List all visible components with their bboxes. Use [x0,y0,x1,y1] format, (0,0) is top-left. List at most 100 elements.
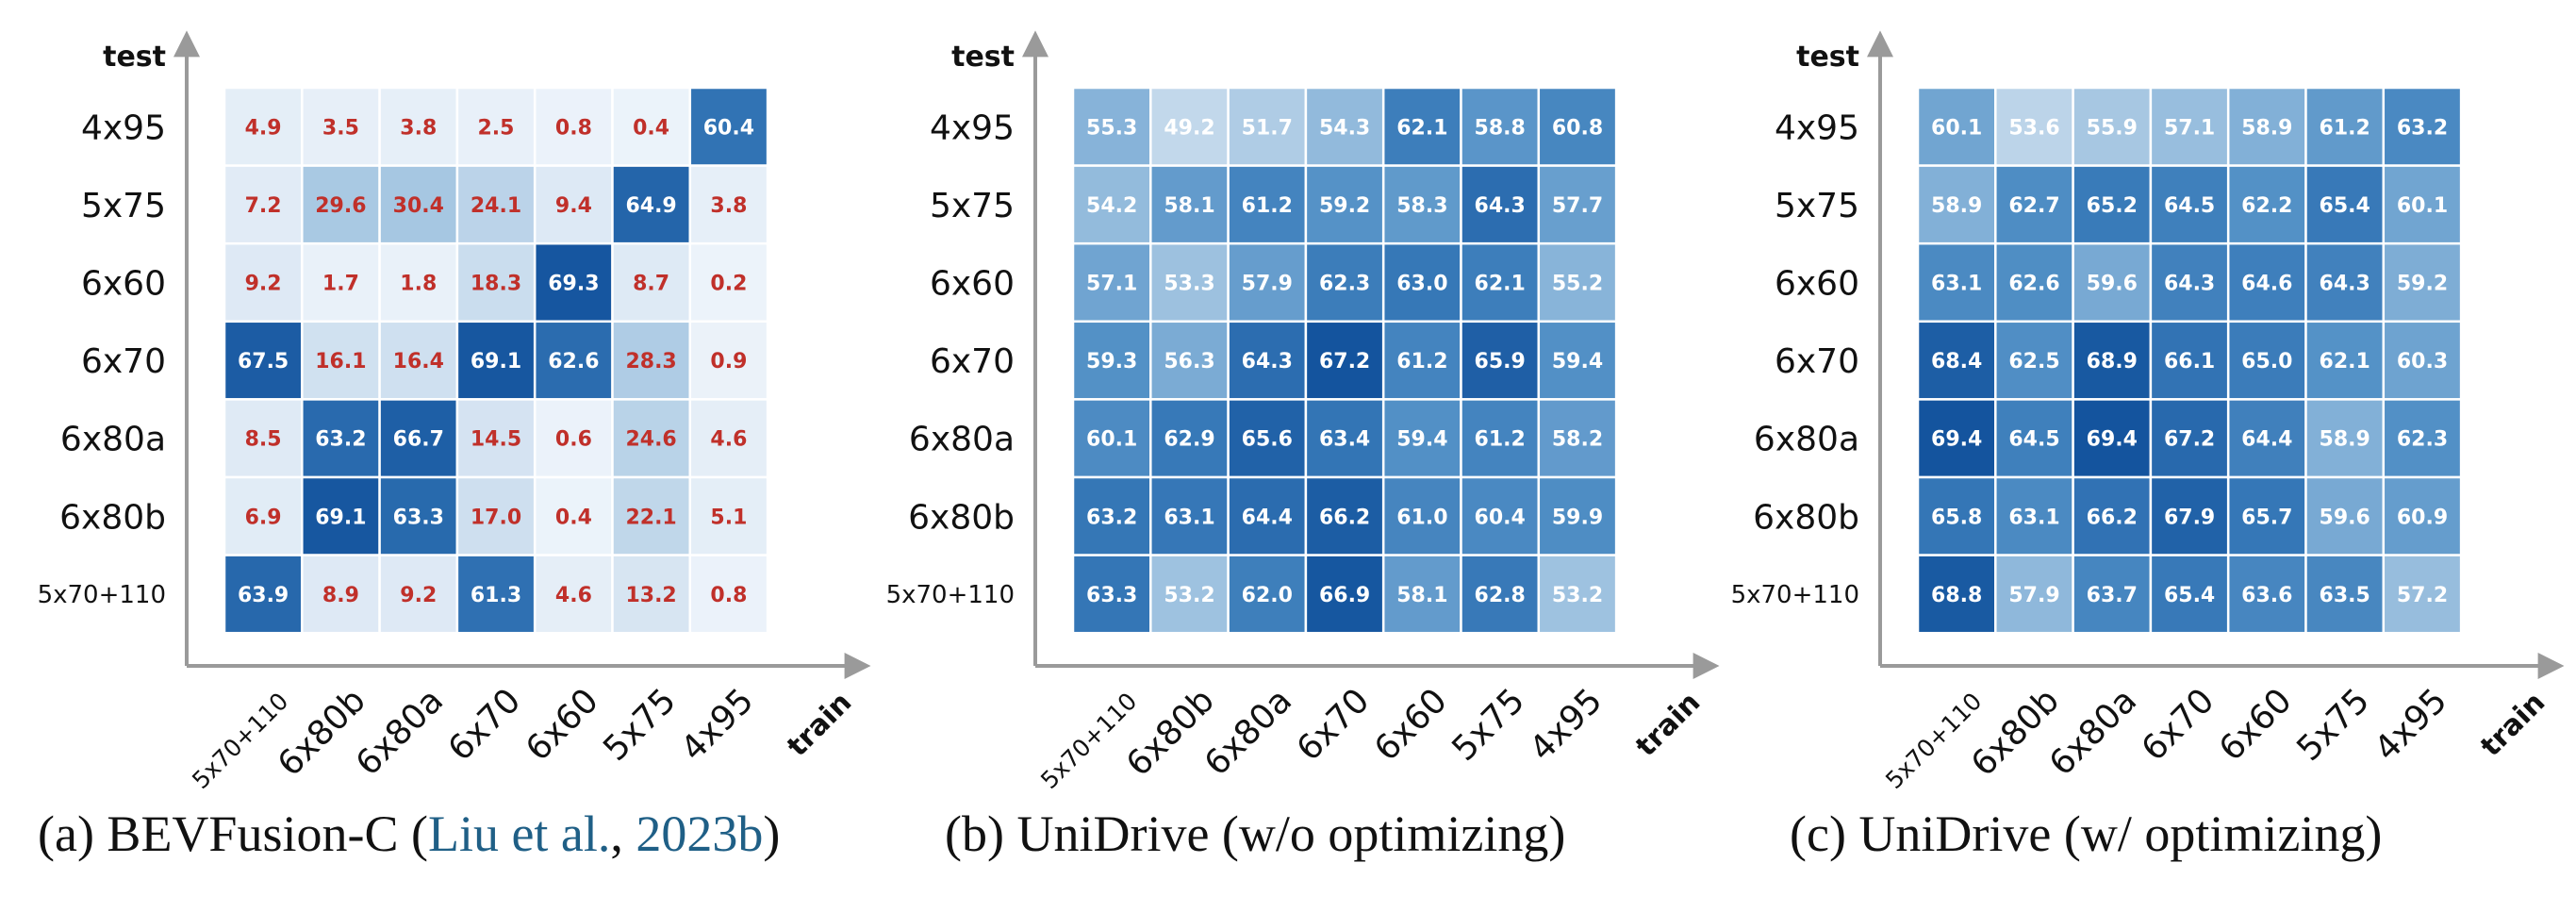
cell-value-label: 22.1 [625,506,676,529]
cell-value-label: 59.9 [1552,506,1603,529]
cell-value-label: 63.2 [2397,116,2448,140]
column-label: 6x60 [2212,681,2300,769]
cell-value-label: 24.6 [625,428,676,452]
column-label: 6x70 [2135,681,2222,769]
column-label: 4x95 [2368,681,2455,769]
heatmap-cell [223,398,304,479]
cell-value-label: 65.0 [2241,350,2292,374]
cell-value-label: 65.2 [2087,194,2138,218]
cell-value-label: 58.1 [1396,584,1447,607]
heatmap-cell [455,554,537,635]
heatmap-cell [2149,241,2230,324]
cell-value-label: 9.2 [245,273,282,296]
cell-value-label: 59.2 [2397,273,2448,296]
heatmap-cell [223,164,304,245]
cell-value-label: 4.9 [245,116,282,140]
cell-value-label: 59.4 [1552,350,1603,374]
cell-value-label: 68.9 [2087,350,2138,374]
heatmap-cell [1071,320,1152,401]
cell-value-label: 65.8 [1931,506,1982,529]
cell-value-label: 67.5 [238,350,289,374]
caption-text: ) [763,805,780,862]
heatmap-cell [1304,475,1385,556]
cell-value-label: 58.1 [1164,194,1214,218]
cell-value-label: 57.1 [1086,273,1137,296]
cell-value-label: 61.2 [2320,116,2370,140]
row-label: 6x80a [60,421,166,459]
heatmap-cell [1916,241,1997,324]
heatmap-cell [2149,86,2230,167]
heatmap-cell [1381,398,1462,479]
heatmap-cell [2072,86,2153,167]
cell-value-label: 67.9 [2164,506,2215,529]
cell-value-label: 62.6 [2008,273,2059,296]
column-label: 6x80b [1119,681,1222,784]
cell-value-label: 9.4 [555,194,592,218]
row-label: 6x70 [1775,342,1859,381]
cell-value-label: 8.5 [245,428,282,452]
heatmap-cell [688,475,769,556]
cell-value-label: 56.3 [1164,350,1214,374]
row-label: 6x80b [1753,498,1859,537]
cell-value-label: 0.9 [710,350,747,374]
cell-value-label: 55.9 [2087,116,2138,140]
cell-value-label: 67.2 [2164,428,2215,452]
cell-value-label: 59.2 [1319,194,1370,218]
heatmap-cell [2382,554,2463,635]
cell-value-label: 62.3 [2397,428,2448,452]
panel-caption: (b) UniDrive (w/o optimizing) [945,805,1565,862]
heatmap-cell [1304,241,1385,324]
heatmap-cell [533,554,614,635]
column-label: 5x70+110 [1880,688,1987,794]
heatmap-cell [1381,320,1462,401]
cell-value-label: 62.8 [1475,584,1526,607]
cell-value-label: 64.3 [2320,273,2370,296]
cell-value-label: 53.6 [2008,116,2059,140]
cell-value-label: 69.1 [315,506,366,529]
heatmap-cell [1304,164,1385,245]
cell-value-label: 58.9 [1931,194,1982,218]
heatmap-cell [1460,554,1541,635]
heatmap-cell [1071,398,1152,479]
row-label: 5x70+110 [886,581,1015,609]
heatmap-cell [301,86,381,167]
column-label: 5x70+110 [187,688,293,794]
heatmap-panel-3: 60.1 53.6 55.9 57.1 58.9 61.2 63.2 58.9 62.7 65.2… [1731,30,2565,862]
cell-value-label: 29.6 [315,194,366,218]
heatmap-cell [1149,554,1230,635]
column-label: 4x95 [1523,681,1610,769]
cell-value-label: 61.2 [1242,194,1293,218]
cell-value-label: 58.8 [1475,116,1526,140]
cell-value-label: 59.3 [1086,350,1137,374]
cell-value-label: 24.1 [471,194,521,218]
heatmap-cell [1149,241,1230,324]
heatmap-cell [1994,475,2074,556]
x-axis-title: train [2474,686,2551,763]
cell-value-label: 60.3 [2397,350,2448,374]
cell-value-label: 4.6 [710,428,747,452]
cell-value-label: 58.3 [1396,194,1447,218]
heatmap-cell [2304,320,2386,401]
cell-value-label: 66.2 [1319,506,1370,529]
row-label: 6x60 [930,265,1015,304]
citation-link[interactable]: 2023b [636,805,763,862]
citation-link[interactable]: Liu et al. [428,805,610,862]
cell-value-label: 63.9 [238,584,289,607]
caption-text: , [610,805,636,862]
cell-value-label: 14.5 [471,428,521,452]
cell-value-label: 64.3 [1475,194,1526,218]
cell-value-label: 8.7 [633,273,669,296]
heatmap-cell [1381,554,1462,635]
cell-value-label: 16.4 [393,350,444,374]
cell-value-label: 59.6 [2320,506,2370,529]
cell-value-label: 69.3 [548,273,599,296]
cell-value-label: 66.7 [393,428,444,452]
heatmap-cell [2226,241,2307,324]
heatmap-cell [301,241,381,324]
cell-value-label: 64.3 [2164,273,2215,296]
cell-value-label: 49.2 [1164,116,1214,140]
cell-value-label: 0.8 [710,584,747,607]
heatmap-cell [2226,398,2307,479]
cell-value-label: 7.2 [245,194,282,218]
cell-value-label: 58.2 [1552,428,1603,452]
